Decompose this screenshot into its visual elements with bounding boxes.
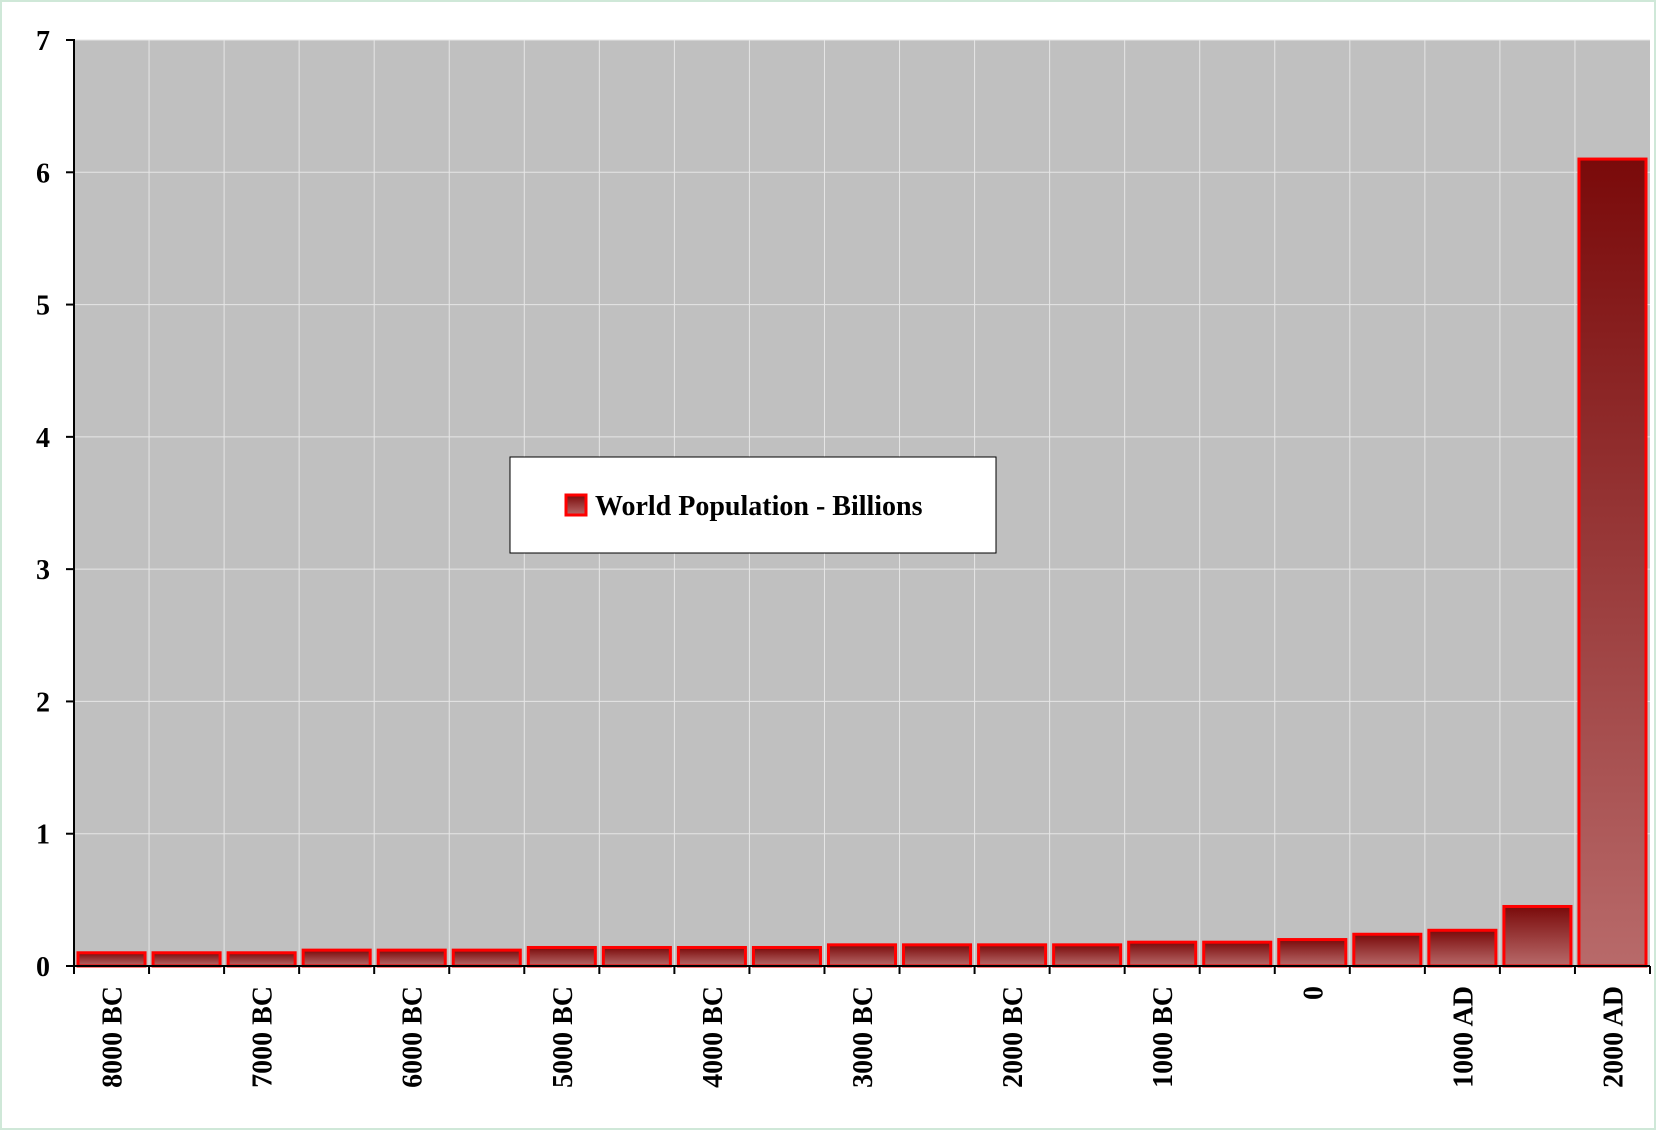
y-tick-label: 2 <box>36 687 50 718</box>
y-tick-label: 6 <box>36 158 50 189</box>
bar <box>1202 940 1273 968</box>
x-tick-label: 2000 BC <box>998 986 1029 1088</box>
bar <box>676 945 747 968</box>
y-tick-label: 7 <box>36 26 50 57</box>
x-tick-label: 0 <box>1298 986 1329 1000</box>
legend: World Population - Billions <box>509 456 997 554</box>
y-tick-label: 3 <box>36 555 50 586</box>
bar <box>1277 938 1348 968</box>
bar <box>301 948 372 968</box>
x-tick-label: 1000 BC <box>1148 986 1179 1088</box>
legend-label: World Population - Billions <box>595 491 923 522</box>
bar <box>977 943 1048 968</box>
x-tick-label: 1000 AD <box>1448 986 1479 1088</box>
bar <box>826 943 898 968</box>
bar <box>1577 157 1648 968</box>
bar <box>902 943 973 968</box>
y-tick-label: 1 <box>36 820 50 851</box>
legend-box <box>509 456 997 554</box>
y-tick-labels: 0 1 2 3 4 5 6 7 <box>36 26 50 983</box>
x-tick-label: 2000 AD <box>1598 986 1629 1088</box>
x-tick-label: 3000 BC <box>848 986 879 1088</box>
bar <box>601 945 672 968</box>
legend-swatch <box>564 493 588 517</box>
x-tick-label: 7000 BC <box>248 986 279 1088</box>
bar <box>526 945 597 968</box>
bar <box>376 948 447 968</box>
axes <box>66 39 1651 974</box>
x-tick-labels: 8000 BC 7000 BC 6000 BC 5000 BC 4000 BC 3000 … <box>98 986 1630 1088</box>
x-tick-label: 4000 BC <box>698 986 729 1088</box>
y-tick-label: 0 <box>36 952 50 983</box>
bar <box>1502 904 1573 968</box>
y-tick-label: 4 <box>36 423 50 454</box>
x-tick-label: 5000 BC <box>548 986 579 1088</box>
bar <box>1352 932 1423 968</box>
bars <box>76 157 1648 968</box>
bar <box>1052 943 1123 968</box>
bar <box>151 951 222 968</box>
x-tick-label: 6000 BC <box>398 986 429 1088</box>
bar <box>1127 940 1198 968</box>
x-tick-label: 8000 BC <box>98 986 129 1088</box>
bar <box>451 948 522 968</box>
bar <box>751 945 822 968</box>
bar <box>76 951 147 968</box>
bar <box>226 951 297 968</box>
y-tick-label: 5 <box>36 291 50 322</box>
bar <box>1427 928 1498 968</box>
